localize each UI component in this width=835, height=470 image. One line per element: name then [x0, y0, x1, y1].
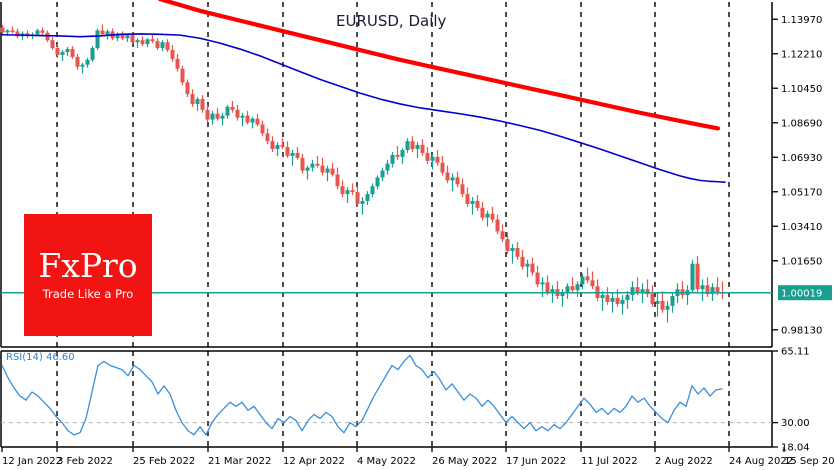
rsi-axis-tick-label: 65.11	[781, 347, 810, 358]
price-axis-tick-label: 0.98130	[781, 325, 822, 336]
date-axis-tick-label: 26 May 2022	[432, 456, 497, 467]
moving-average-blue-line	[1, 33, 726, 183]
price-axis-tick-label: 1.08690	[781, 118, 822, 129]
rsi-panel-frame	[0, 350, 773, 448]
rsi-axis-tick-label: 18.04	[781, 443, 810, 454]
date-axis-tick-label: 2 Aug 2022	[655, 456, 713, 467]
date-axis-tick-label: 17 Jun 2022	[506, 456, 566, 467]
date-axis-tick-label: 11 Jul 2022	[581, 456, 638, 467]
fxpro-logo: FxPro Trade Like a Pro	[24, 214, 152, 336]
price-axis-tick-label: 1.10450	[781, 84, 822, 95]
price-axis-tick-label: 1.13970	[781, 15, 822, 26]
price-axis-tick-label: 1.06930	[781, 153, 822, 164]
price-axis-ticks: 1.13970 1.12210 1.10450 1.08690 1.06930 1.051…	[772, 15, 822, 336]
rsi-indicator-label: RSI(14) 46.60	[6, 352, 75, 363]
chart-title: EURUSD, Daily	[336, 12, 447, 30]
rsi-axis-ticks: 65.11 30.00 18.04	[772, 347, 810, 454]
price-panel-frame	[0, 2, 773, 348]
date-axis-tick-label: 24 Aug 2022	[729, 456, 793, 467]
fxpro-logo-wordmark: FxPro	[38, 246, 138, 286]
moving-average-red-line	[158, 0, 721, 131]
date-axis-tick-label: 3 Feb 2022	[57, 456, 113, 467]
date-axis-tick-label: 25 Feb 2022	[133, 456, 195, 467]
fxpro-logo-tagline: Trade Like a Pro	[42, 287, 134, 302]
price-axis-tick-label: 1.03410	[781, 222, 822, 233]
date-axis-tick-label: 12 Apr 2022	[283, 456, 345, 467]
current-price-tag: 1.00019	[778, 285, 832, 301]
date-axis-tick-label: 12 Jan 2022	[2, 456, 62, 467]
vertical-gridlines	[56, 2, 730, 447]
price-axis-tick-label: 1.12210	[781, 49, 822, 60]
date-axis-tick-label: 21 Mar 2022	[208, 456, 271, 467]
date-axis-tick-label: 15 Sep 2022	[784, 456, 835, 467]
price-axis-tick-label: 1.05170	[781, 187, 822, 198]
price-axis-tick-label: 1.01650	[781, 256, 822, 267]
current-price-tag-label: 1.00019	[781, 289, 822, 300]
rsi-line	[1, 354, 723, 436]
rsi-axis-tick-label: 30.00	[781, 418, 810, 429]
date-axis-tick-label: 4 May 2022	[357, 456, 416, 467]
